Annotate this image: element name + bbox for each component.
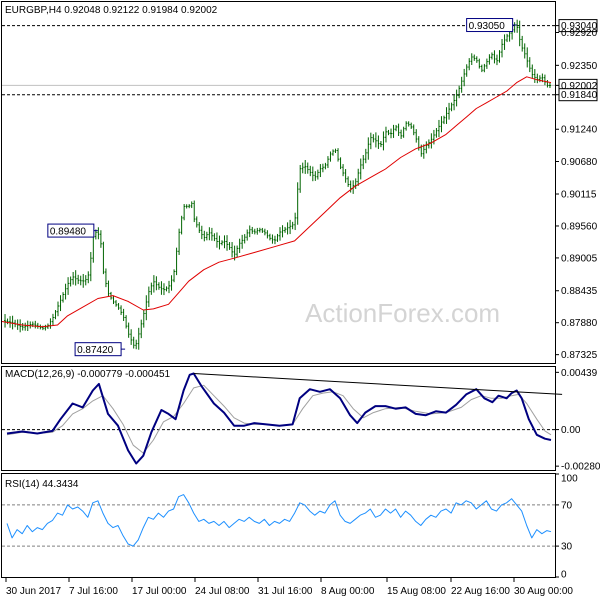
macd-panel-frame (1, 366, 556, 471)
x-axis-label: 30 Aug 00:00 (514, 586, 573, 597)
macd-header: MACD(12,26,9) -0.000779 -0.000451 (5, 369, 171, 380)
x-axis-label: 22 Aug 16:00 (451, 586, 510, 597)
price-axis-label: 0.92920 (561, 28, 598, 39)
price-panel-frame (1, 1, 556, 364)
x-axis-label: 24 Jul 08:00 (195, 586, 250, 597)
annotation-box (47, 223, 95, 238)
price-axis-label: 0.89560 (561, 221, 598, 232)
annotation-box (466, 18, 514, 33)
x-axis-label: 31 Jul 16:00 (258, 586, 313, 597)
rsi-axis-label: 30 (561, 542, 573, 553)
annotation-label: 0.93050 (469, 21, 506, 32)
macd-axis-label: -0.002805 (561, 462, 600, 473)
price-axis-label: 0.87325 (561, 350, 598, 361)
watermark: ActionForex.com (305, 298, 500, 328)
price-axis-label: 0.90680 (561, 157, 598, 168)
x-axis-label: 15 Aug 08:00 (387, 586, 446, 597)
annotation-box (74, 342, 122, 357)
rsi-axis-label: 0 (561, 570, 567, 581)
price-axis-label: 0.91240 (561, 125, 598, 136)
x-axis-label: 7 Jul 16:00 (69, 586, 118, 597)
price-axis-box (558, 88, 598, 102)
price-axis-box (558, 19, 598, 33)
price-axis-label: 0.92350 (561, 61, 598, 72)
rsi-axis-label: 100 (561, 474, 578, 485)
x-axis-label: 8 Aug 00:00 (321, 586, 375, 597)
macd-axis-label: 0.00 (561, 425, 581, 436)
price-axis-label: 0.87880 (561, 318, 598, 329)
price-axis-label: 0.89005 (561, 253, 598, 264)
rsi-plot (2, 494, 555, 547)
annotation-label: 0.87420 (77, 345, 114, 356)
rsi-panel-frame (1, 473, 556, 578)
price-axis-label: 0.88435 (561, 286, 598, 297)
price-axis-label: 0.90115 (561, 190, 597, 201)
price-axis-label: 0.92002 (561, 81, 598, 92)
rsi-line (6, 494, 552, 547)
x-axis-label: 17 Jul 00:00 (132, 586, 187, 597)
price-axis-label: 0.91840 (561, 90, 598, 101)
rsi-header: RSI(14) 44.3434 (5, 479, 79, 490)
macd-plot (2, 372, 563, 465)
moving-average-line (1, 76, 552, 328)
x-axis-label: 30 Jun 2017 (6, 586, 61, 597)
macd-trendline (193, 373, 563, 395)
price-plot: 0.93050 0.89480 0.87420 (1, 18, 555, 357)
macd-axis-label: 0.00439 (561, 368, 598, 379)
annotation-label: 0.89480 (50, 227, 87, 238)
macd-signal-line (6, 384, 552, 454)
macd-main-line (6, 372, 552, 465)
price-header: EURGBP,H4 0.92048 0.92122 0.91984 0.9200… (5, 5, 218, 16)
rsi-axis-label: 70 (561, 500, 573, 511)
price-axis-label: 0.93040 (561, 21, 598, 32)
